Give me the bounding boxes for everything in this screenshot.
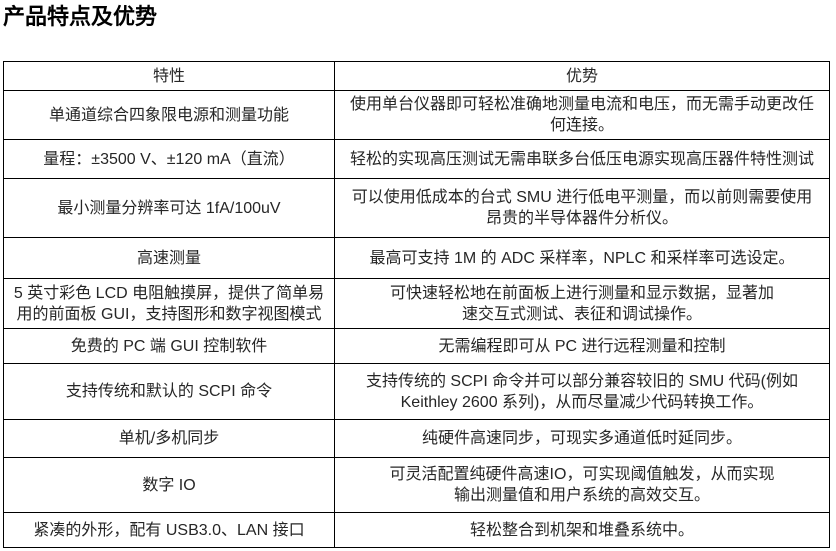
advantage-cell: 支持传统的 SCPI 命令并可以部分兼容较旧的 SMU 代码(例如 Keithl… xyxy=(334,363,830,420)
feature-cell: 数字 IO xyxy=(3,457,335,513)
column-header-feature: 特性 xyxy=(3,61,335,91)
advantage-cell: 可快速轻松地在前面板上进行测量和显示数据，显著加 速交互式测试、表征和调试操作。 xyxy=(334,278,830,329)
table-row: 免费的 PC 端 GUI 控制软件 无需编程即可从 PC 进行远程测量和控制 xyxy=(3,328,830,364)
advantage-cell: 纯硬件高速同步，可现实多通道低时延同步。 xyxy=(334,419,830,458)
table-row: 支持传统和默认的 SCPI 命令 支持传统的 SCPI 命令并可以部分兼容较旧的… xyxy=(3,363,830,420)
advantage-cell: 无需编程即可从 PC 进行远程测量和控制 xyxy=(334,328,830,364)
table-row: 数字 IO 可灵活配置纯硬件高速IO，可实现阈值触发，从而实现 输出测量值和用户… xyxy=(3,457,830,513)
table-row: 单机/多机同步 纯硬件高速同步，可现实多通道低时延同步。 xyxy=(3,419,830,458)
feature-cell: 单通道综合四象限电源和测量功能 xyxy=(3,90,335,140)
page-title: 产品特点及优势 xyxy=(3,4,158,29)
advantage-cell: 可灵活配置纯硬件高速IO，可实现阈值触发，从而实现 输出测量值和用户系统的高效交… xyxy=(334,457,830,513)
feature-cell: 单机/多机同步 xyxy=(3,419,335,458)
table-row: 量程：±3500 V、±120 mA（直流） 轻松的实现高压测试无需串联多台低压… xyxy=(3,139,830,179)
advantage-cell: 使用单台仪器即可轻松准确地测量电流和电压，而无需手动更改任 何连接。 xyxy=(334,90,830,140)
advantage-cell: 可以使用低成本的台式 SMU 进行低电平测量，而以前则需要使用 昂贵的半导体器件… xyxy=(334,178,830,238)
table-row: 5 英寸彩色 LCD 电阻触摸屏，提供了简单易 用的前面板 GUI，支持图形和数… xyxy=(3,278,830,329)
table-row: 高速测量 最高可支持 1M 的 ADC 采样率，NPLC 和采样率可选设定。 xyxy=(3,237,830,279)
feature-cell: 紧凑的外形，配有 USB3.0、LAN 接口 xyxy=(3,512,335,548)
feature-cell: 高速测量 xyxy=(3,237,335,279)
table-row: 紧凑的外形，配有 USB3.0、LAN 接口 轻松整合到机架和堆叠系统中。 xyxy=(3,512,830,548)
advantage-cell: 轻松整合到机架和堆叠系统中。 xyxy=(334,512,830,548)
feature-cell: 最小测量分辨率可达 1fA/100uV xyxy=(3,178,335,238)
table-header-row: 特性 优势 xyxy=(3,61,830,91)
column-header-advantage: 优势 xyxy=(334,61,830,91)
feature-cell: 5 英寸彩色 LCD 电阻触摸屏，提供了简单易 用的前面板 GUI，支持图形和数… xyxy=(3,278,335,329)
table-row: 单通道综合四象限电源和测量功能 使用单台仪器即可轻松准确地测量电流和电压，而无需… xyxy=(3,90,830,140)
feature-cell: 免费的 PC 端 GUI 控制软件 xyxy=(3,328,335,364)
table-row: 最小测量分辨率可达 1fA/100uV 可以使用低成本的台式 SMU 进行低电平… xyxy=(3,178,830,238)
advantage-cell: 轻松的实现高压测试无需串联多台低压电源实现高压器件特性测试 xyxy=(334,139,830,179)
feature-cell: 支持传统和默认的 SCPI 命令 xyxy=(3,363,335,420)
feature-cell: 量程：±3500 V、±120 mA（直流） xyxy=(3,139,335,179)
features-advantages-table: 特性 优势 单通道综合四象限电源和测量功能 使用单台仪器即可轻松准确地测量电流和… xyxy=(3,61,830,548)
advantage-cell: 最高可支持 1M 的 ADC 采样率，NPLC 和采样率可选设定。 xyxy=(334,237,830,279)
